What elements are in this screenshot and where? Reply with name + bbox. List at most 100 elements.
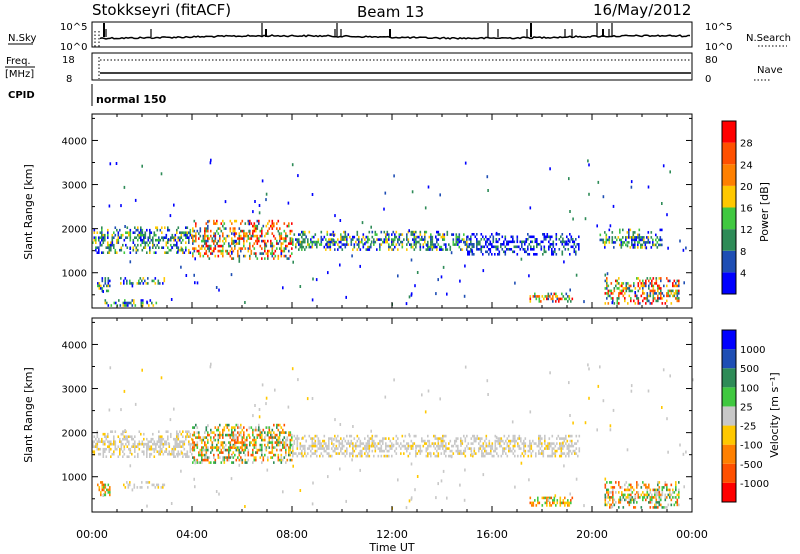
data-cell [196,441,199,444]
data-cell [131,435,133,438]
data-cell [619,498,622,502]
data-cell [249,242,251,245]
data-cell [542,454,545,458]
data-cell [280,458,283,462]
data-cell [490,449,492,453]
data-cell [140,299,143,302]
data-cell [458,240,461,244]
data-cell [235,232,238,235]
data-cell [382,439,384,443]
data-cell [554,494,557,498]
data-cell [186,226,189,229]
data-cell [529,449,531,453]
data-cell [549,238,552,241]
data-cell [673,292,676,295]
data-cell [337,447,339,450]
data-cell [431,243,434,246]
data-cell [92,445,94,448]
data-cell [532,439,534,443]
data-cell [531,504,533,507]
data-cell [141,442,144,446]
data-cell [470,235,472,239]
data-cell [217,249,220,253]
data-cell [569,233,571,236]
data-cell [508,447,510,450]
data-cell [645,302,647,305]
data-cell [255,451,257,454]
data-cell [547,447,549,450]
data-cell [153,251,156,254]
data-cell [109,493,111,497]
data-cell [673,496,676,499]
data-cell [171,452,174,456]
data-cell [406,248,408,251]
data-cell [634,302,637,305]
data-cell [672,294,674,298]
data-cell [361,240,363,244]
data-cell [198,453,200,457]
data-cell [554,248,556,251]
data-cell [397,238,399,241]
data-cell [160,172,163,176]
data-cell [120,282,122,285]
data-cell [472,454,474,458]
data-cell [373,240,375,244]
data-cell [520,437,522,440]
data-cell [276,239,278,243]
data-cell [146,504,148,508]
data-cell [513,245,516,249]
data-cell [143,238,145,242]
data-cell [289,451,292,454]
data-cell [633,284,635,288]
data-cell [631,243,633,247]
data-cell [349,434,351,438]
data-cell [666,417,668,421]
data-cell [217,426,220,429]
x-axis-label: Time UT [368,541,414,554]
freq-label-line1: Freq. [6,56,31,67]
data-cell [564,248,567,251]
data-cell [127,301,129,305]
data-cell [509,240,511,244]
data-cell [625,243,627,247]
data-cell [95,236,97,239]
data-cell [500,245,502,249]
data-cell [158,246,160,249]
data-cell [258,423,260,427]
data-cell [346,238,348,241]
data-cell [506,444,509,448]
data-cell [535,442,537,445]
data-cell [311,452,314,455]
data-cell [98,452,100,456]
data-cell [98,284,101,288]
data-cell [177,250,179,254]
data-cell [256,224,259,228]
data-cell [258,428,260,432]
data-cell [538,300,541,303]
data-cell [657,488,659,492]
data-cell [146,447,148,451]
data-cell [502,439,504,443]
data-cell [627,488,629,492]
data-cell [125,231,127,234]
data-cell [216,222,218,225]
data-cell [497,253,499,256]
velocity-colorbar-label: Velocity [m s⁻¹] [768,372,781,457]
data-cell [270,433,272,437]
data-cell [605,241,608,244]
data-cell [499,437,501,440]
data-cell [650,236,653,239]
data-cell [678,289,680,293]
data-cell [409,452,411,455]
data-cell [149,241,151,244]
data-cell [678,481,680,484]
data-cell [265,426,268,429]
data-cell [117,233,120,237]
data-cell [319,447,321,450]
data-cell [285,431,287,434]
data-cell [202,458,205,462]
data-cell [661,238,663,242]
data-cell [565,297,568,301]
data-cell [241,237,244,240]
data-cell [634,495,636,498]
